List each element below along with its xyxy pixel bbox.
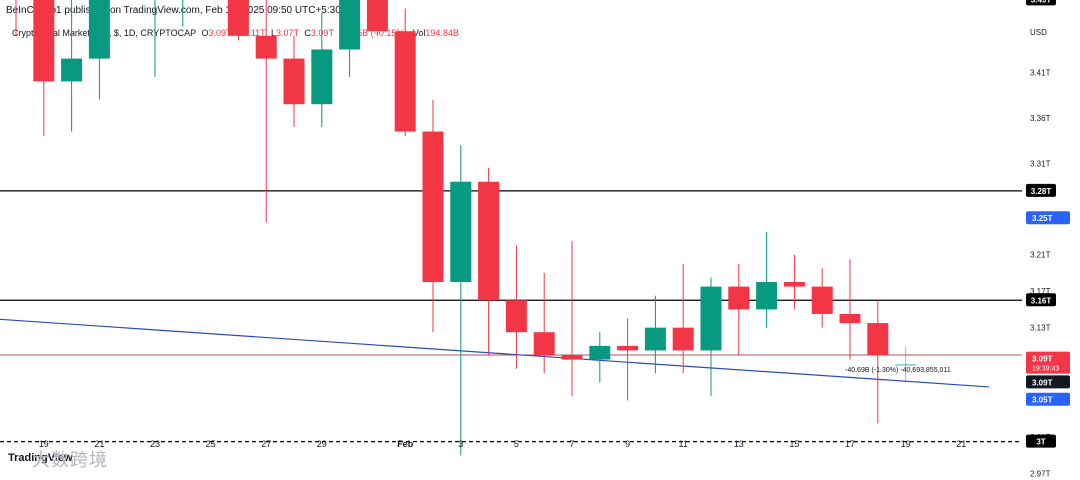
price-tag	[1026, 375, 1070, 389]
candle-body	[561, 355, 583, 360]
y-tick-label: 2.97T	[1030, 470, 1051, 479]
level-price-tag	[1026, 293, 1056, 307]
low-label: L	[271, 28, 277, 38]
y-tick-label: 3.13T	[1030, 324, 1051, 333]
candle-body	[478, 181, 500, 301]
level-price-tag	[1026, 183, 1056, 197]
x-tick-label: 7	[569, 439, 574, 449]
candle-body	[867, 323, 889, 355]
x-tick-label: 5	[514, 439, 519, 449]
candle-body	[61, 58, 83, 82]
x-tick-label: 29	[317, 439, 327, 449]
price-tag	[1026, 211, 1070, 225]
candle-body	[255, 35, 277, 59]
price-tag-text: 3.05T	[1032, 396, 1053, 405]
x-tick-label: 15	[789, 439, 799, 449]
candle-body	[339, 0, 361, 50]
candle-body	[533, 332, 555, 355]
candle-body	[422, 131, 444, 283]
candle-body	[394, 31, 416, 132]
candle-body	[88, 0, 110, 59]
measure-label: -40.69B (-1.30%) -40,693,855,011	[845, 367, 951, 374]
price-tag	[1026, 351, 1070, 374]
level-price-tag-text: 3.28T	[1031, 187, 1052, 196]
y-tick-label: 3.36T	[1030, 114, 1051, 123]
low-value: 3.07T	[276, 28, 299, 38]
candle-body	[672, 327, 694, 351]
x-tick-label: 25	[206, 439, 216, 449]
y-tick-label: 3.21T	[1030, 251, 1051, 260]
candle-body	[895, 364, 917, 366]
support-trendline	[0, 318, 990, 388]
level-price-tag	[1026, 434, 1056, 448]
candle-body	[450, 181, 472, 283]
x-tick-label: 13	[734, 439, 744, 449]
open-value: 3.09T	[208, 28, 232, 38]
candle-body	[617, 345, 639, 351]
candle-body	[505, 300, 527, 333]
publish-caption: BeInCrypto1 published on TradingView.com…	[6, 5, 341, 16]
close-label: C	[304, 28, 311, 38]
price-tag	[1026, 392, 1070, 406]
candle-body	[811, 286, 833, 314]
x-tick-label: 9	[625, 439, 630, 449]
candle-body	[33, 0, 55, 82]
x-tick-label: 19	[901, 439, 911, 449]
y-tick-label: 3.41T	[1030, 68, 1051, 77]
x-tick-label: 23	[150, 439, 160, 449]
candle-body	[839, 313, 861, 324]
tradingview-logo: TradingView	[8, 452, 73, 464]
y-tick-label: 3.31T	[1030, 159, 1051, 168]
candle-body	[227, 0, 249, 36]
x-tick-label: 21	[94, 439, 104, 449]
high-value: 3.11T	[243, 28, 266, 38]
candle-body	[783, 282, 805, 287]
price-tag-text: 3.25T	[1032, 214, 1053, 223]
candle-body	[366, 0, 388, 32]
change-value: −4.65B (−0.15%)	[339, 28, 408, 38]
x-tick-label: 17	[845, 439, 855, 449]
open-label: O	[201, 28, 209, 38]
candle-body	[756, 282, 778, 310]
x-tick-label: 3	[458, 439, 463, 449]
candle-body	[644, 327, 666, 351]
candle-body	[283, 58, 305, 105]
countdown-text: 19:39:43	[1032, 366, 1059, 373]
y-tick-label: 3.17T	[1030, 287, 1051, 296]
x-tick-label: 19	[39, 439, 49, 449]
x-tick-label: 11	[679, 439, 688, 449]
candle-body	[589, 345, 611, 360]
watermark-text: 大数跨境	[32, 450, 108, 470]
x-tick-label: 21	[956, 439, 966, 449]
level-price-tag-text: 3T	[1036, 438, 1045, 447]
level-price-tag-text: 3.49T	[1031, 0, 1052, 4]
price-tag-text: 3.09T	[1032, 355, 1053, 364]
x-tick-label: Feb	[397, 439, 414, 449]
currency-label: USD	[1030, 28, 1047, 37]
level-price-tag	[1026, 0, 1056, 6]
close-value: 3.09T	[310, 28, 334, 38]
volume-label: Vol	[412, 28, 426, 38]
price-tag-text: 3.09T	[1032, 378, 1053, 387]
x-tick-label: 27	[261, 439, 271, 449]
candle-body	[728, 286, 750, 310]
candle-body	[700, 286, 722, 351]
volume-value: 194.84B	[425, 28, 459, 38]
candle-body	[311, 49, 333, 105]
level-price-tag-text: 3.16T	[1031, 296, 1052, 305]
